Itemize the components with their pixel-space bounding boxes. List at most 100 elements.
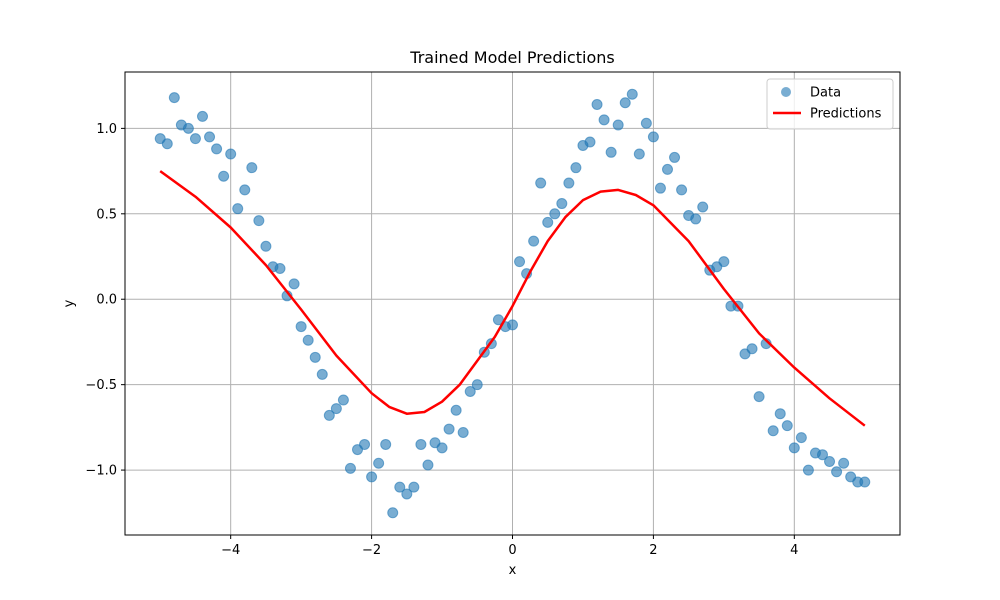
x-tick-label: −2	[362, 543, 381, 558]
data-point	[662, 163, 673, 175]
data-point	[450, 404, 462, 416]
data-point	[246, 162, 258, 174]
x-axis-ticks: −4 −2 0 2 4	[221, 535, 798, 558]
data-point	[817, 449, 828, 461]
data-point	[394, 481, 406, 493]
data-point	[535, 177, 547, 189]
data-point	[788, 442, 800, 454]
data-point	[436, 442, 448, 454]
data-point	[211, 143, 223, 155]
data-point	[781, 420, 793, 432]
data-point	[718, 256, 730, 268]
data-point	[288, 278, 300, 290]
data-point	[218, 170, 230, 182]
data-point	[556, 198, 568, 210]
data-point	[824, 456, 836, 468]
data-point	[528, 235, 540, 247]
data-point	[204, 131, 216, 143]
y-tick-label: −0.5	[85, 378, 117, 393]
data-point	[408, 481, 420, 493]
data-point	[774, 408, 786, 420]
data-point	[795, 432, 807, 444]
data-point	[612, 119, 624, 131]
data-point	[197, 110, 208, 122]
data-point	[767, 425, 779, 437]
data-point	[330, 403, 342, 415]
data-point	[676, 184, 688, 196]
data-point	[549, 208, 561, 220]
data-point	[189, 133, 201, 145]
legend: Data Predictions	[766, 78, 894, 130]
data-point	[232, 203, 244, 215]
data-point	[387, 507, 399, 519]
data-point	[225, 148, 237, 160]
data-point	[464, 385, 476, 397]
legend-box	[766, 78, 894, 130]
data-point	[669, 151, 681, 163]
data-point	[316, 368, 328, 380]
data-point	[633, 148, 645, 160]
data-point	[366, 471, 378, 483]
y-tick-label: 0.5	[96, 207, 117, 222]
x-tick-label: 0	[508, 543, 516, 558]
data-point	[838, 457, 850, 469]
data-point	[598, 114, 610, 126]
legend-label-data: Data	[810, 86, 841, 101]
data-point	[295, 321, 307, 333]
y-tick-label: −1.0	[85, 464, 117, 479]
data-point	[619, 97, 631, 109]
data-point	[802, 464, 814, 476]
y-axis-label: y	[62, 299, 77, 307]
data-point	[507, 319, 518, 331]
data-point	[260, 240, 272, 252]
data-point	[563, 177, 575, 189]
data-point	[690, 213, 702, 225]
data-point	[591, 98, 603, 110]
data-point	[443, 423, 455, 435]
data-point	[697, 201, 709, 213]
y-tick-label: 0.0	[96, 293, 117, 308]
data-point	[344, 462, 356, 474]
series-layer	[154, 88, 871, 519]
prediction-line	[159, 170, 866, 427]
data-point	[570, 162, 582, 174]
data-point	[859, 476, 871, 488]
data-point	[753, 391, 765, 403]
data-point	[359, 438, 371, 450]
data-point	[647, 131, 659, 143]
data-point	[415, 438, 427, 450]
data-point	[605, 146, 617, 158]
data-point	[302, 334, 314, 346]
data-point	[831, 466, 843, 478]
x-tick-label: 2	[649, 543, 657, 558]
legend-marker-data	[781, 87, 791, 97]
data-points	[154, 88, 871, 519]
data-point	[457, 426, 469, 438]
y-tick-label: 1.0	[96, 122, 117, 137]
data-point	[182, 122, 194, 134]
x-axis-label: x	[509, 563, 517, 578]
data-point	[640, 117, 652, 129]
data-point	[514, 256, 526, 268]
data-point	[471, 379, 483, 391]
data-point	[253, 215, 265, 227]
legend-label-predictions: Predictions	[810, 107, 882, 122]
data-point	[168, 92, 180, 104]
data-point	[337, 394, 349, 406]
y-axis-ticks: −1.0 −0.5 0.0 0.5 1.0	[85, 122, 125, 479]
data-point	[239, 184, 251, 196]
data-point	[626, 88, 638, 100]
data-point	[401, 488, 413, 500]
data-point	[584, 136, 596, 148]
data-point	[746, 343, 758, 355]
x-tick-label: 4	[790, 543, 798, 558]
data-point	[380, 438, 392, 450]
data-point	[274, 262, 286, 274]
data-point	[654, 182, 666, 194]
x-tick-label: −4	[221, 543, 240, 558]
data-point	[309, 351, 321, 363]
data-point	[161, 138, 173, 150]
data-point	[323, 409, 335, 421]
chart-title: Trained Model Predictions	[409, 48, 614, 67]
